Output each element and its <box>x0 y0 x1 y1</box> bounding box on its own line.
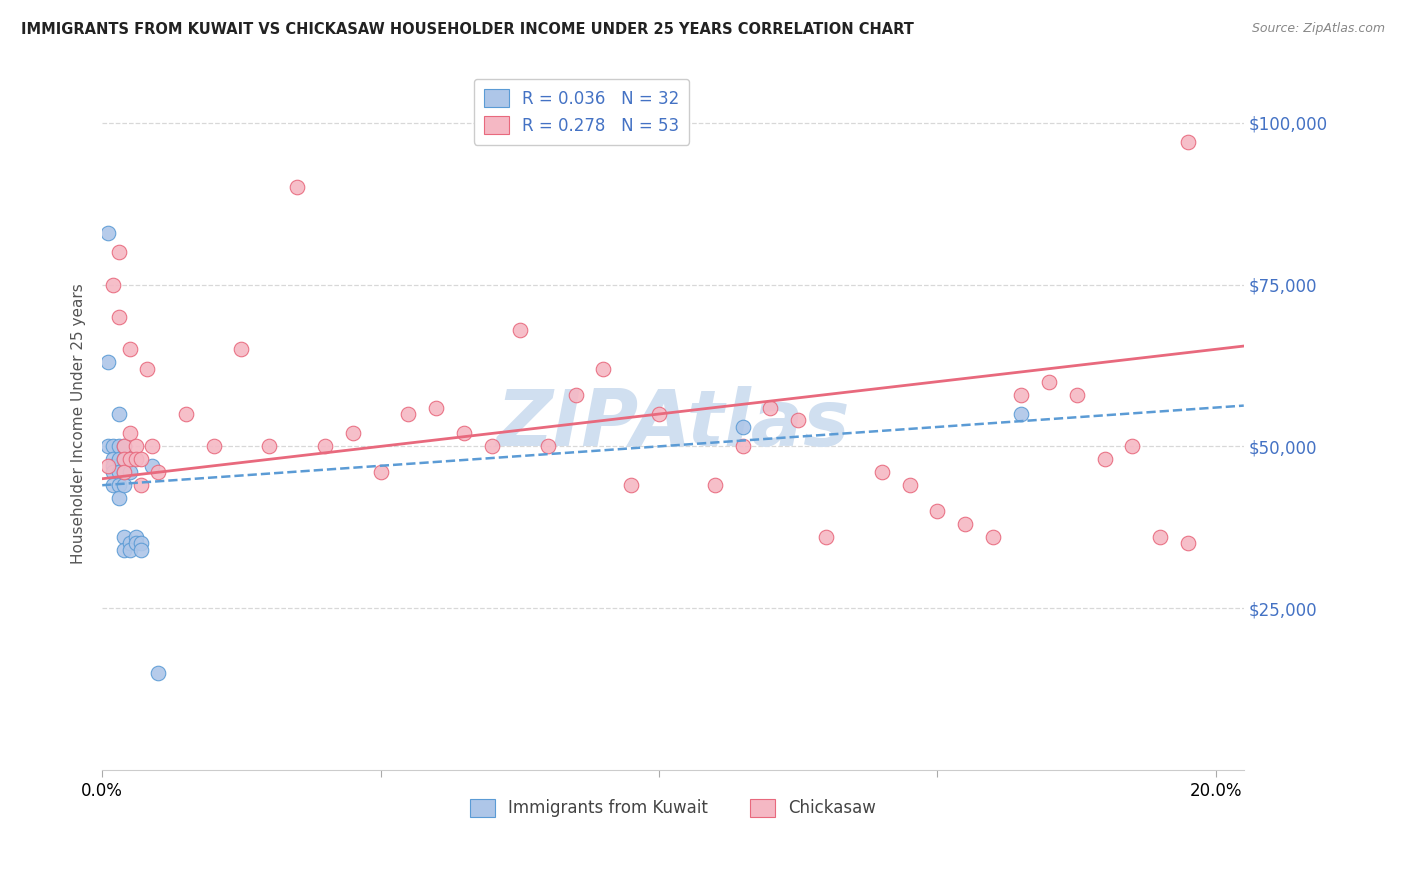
Point <box>97 355 120 369</box>
Point <box>703 478 725 492</box>
Point <box>124 439 146 453</box>
Point <box>129 536 152 550</box>
Point <box>103 458 125 473</box>
Point <box>1010 407 1032 421</box>
Point <box>453 426 475 441</box>
Point <box>114 465 136 479</box>
Text: ZIPAtlas: ZIPAtlas <box>496 385 849 462</box>
Point <box>103 277 125 292</box>
Point <box>202 439 225 453</box>
Point <box>509 323 531 337</box>
Point <box>370 465 392 479</box>
Point <box>118 452 141 467</box>
Point <box>141 439 163 453</box>
Point <box>114 530 136 544</box>
Point <box>114 452 136 467</box>
Point <box>114 439 136 453</box>
Point <box>114 543 136 558</box>
Legend: Immigrants from Kuwait, Chickasaw: Immigrants from Kuwait, Chickasaw <box>463 792 883 824</box>
Point <box>124 530 146 544</box>
Point <box>108 407 131 421</box>
Point <box>1121 439 1143 453</box>
Point <box>259 439 281 453</box>
Point <box>537 439 560 453</box>
Point <box>1010 387 1032 401</box>
Point <box>174 407 197 421</box>
Point <box>759 401 782 415</box>
Point <box>1177 536 1199 550</box>
Point <box>314 439 336 453</box>
Point <box>129 452 152 467</box>
Point <box>620 478 643 492</box>
Point <box>118 343 141 357</box>
Point <box>927 504 949 518</box>
Point <box>103 452 125 467</box>
Point <box>787 413 810 427</box>
Text: IMMIGRANTS FROM KUWAIT VS CHICKASAW HOUSEHOLDER INCOME UNDER 25 YEARS CORRELATIO: IMMIGRANTS FROM KUWAIT VS CHICKASAW HOUS… <box>21 22 914 37</box>
Text: Source: ZipAtlas.com: Source: ZipAtlas.com <box>1251 22 1385 36</box>
Point <box>108 465 131 479</box>
Point <box>815 530 838 544</box>
Point <box>146 465 169 479</box>
Point <box>114 478 136 492</box>
Point <box>129 543 152 558</box>
Point <box>481 439 503 453</box>
Point <box>114 452 136 467</box>
Point <box>1149 530 1171 544</box>
Point <box>1094 452 1116 467</box>
Point <box>97 439 120 453</box>
Point <box>731 420 754 434</box>
Point <box>425 401 447 415</box>
Point <box>108 245 131 260</box>
Y-axis label: Householder Income Under 25 years: Householder Income Under 25 years <box>72 284 86 564</box>
Point <box>592 361 614 376</box>
Point <box>1066 387 1088 401</box>
Point <box>1038 375 1060 389</box>
Point <box>103 465 125 479</box>
Point <box>108 310 131 324</box>
Point <box>97 226 120 240</box>
Point <box>97 458 120 473</box>
Point <box>231 343 253 357</box>
Point <box>1177 135 1199 149</box>
Point <box>146 665 169 680</box>
Point <box>103 478 125 492</box>
Point <box>398 407 420 421</box>
Point <box>870 465 893 479</box>
Point <box>981 530 1004 544</box>
Point <box>118 452 141 467</box>
Point <box>108 478 131 492</box>
Point <box>114 439 136 453</box>
Point <box>564 387 586 401</box>
Point <box>285 180 308 194</box>
Point <box>648 407 671 421</box>
Point <box>114 465 136 479</box>
Point <box>898 478 921 492</box>
Point <box>108 491 131 505</box>
Point <box>135 361 157 376</box>
Point <box>124 452 146 467</box>
Point <box>118 536 141 550</box>
Point <box>118 543 141 558</box>
Point <box>108 452 131 467</box>
Point <box>118 426 141 441</box>
Point <box>129 478 152 492</box>
Point <box>118 465 141 479</box>
Point <box>731 439 754 453</box>
Point <box>141 458 163 473</box>
Point <box>124 536 146 550</box>
Point <box>103 439 125 453</box>
Point <box>955 516 977 531</box>
Point <box>108 439 131 453</box>
Point <box>342 426 364 441</box>
